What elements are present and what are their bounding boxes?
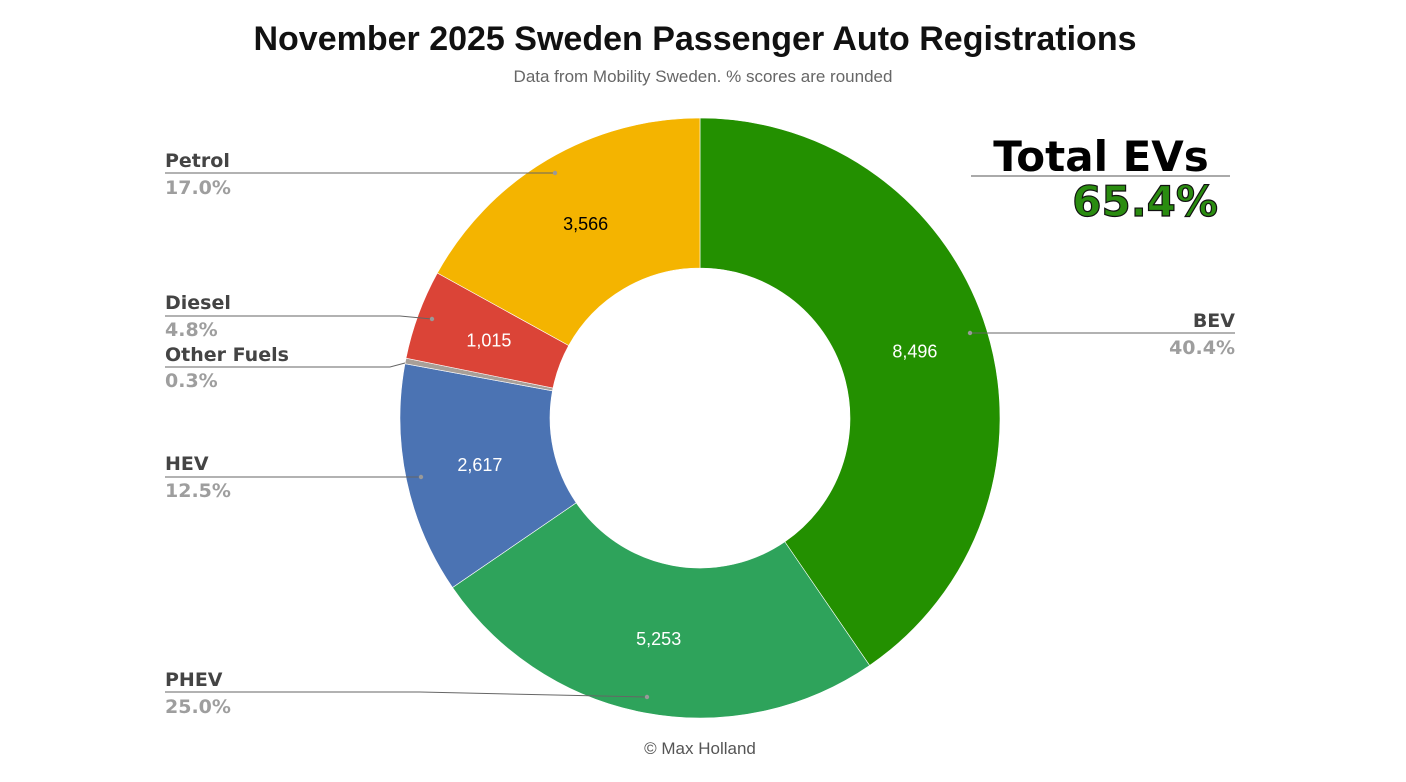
slice-bev xyxy=(699,117,1001,666)
leader-line-phev xyxy=(165,691,648,698)
label-pct-phev: 25.0% xyxy=(165,696,231,718)
leader-line-other xyxy=(165,362,406,368)
label-pct-diesel: 4.8% xyxy=(165,319,218,341)
leader-dot-petrol xyxy=(552,170,558,176)
value-label-petrol: 3,566 xyxy=(563,214,608,234)
leader-dot-phev xyxy=(644,694,650,700)
slice-phev xyxy=(452,502,871,719)
slice-petrol xyxy=(436,117,701,346)
leader-line-diesel xyxy=(165,315,433,320)
label-name-hev: HEV xyxy=(165,453,209,475)
label-name-bev: BEV xyxy=(1193,310,1235,332)
total-evs-value: 65.4% xyxy=(1072,177,1218,226)
leader-dot-bev xyxy=(967,330,973,336)
label-name-phev: PHEV xyxy=(165,669,223,691)
value-label-phev: 5,253 xyxy=(636,629,681,649)
value-label-diesel: 1,015 xyxy=(466,330,511,350)
total-evs-title: Total EVs xyxy=(993,132,1209,181)
chart-title: November 2025 Sweden Passenger Auto Regi… xyxy=(253,20,1137,58)
leader-dot-diesel xyxy=(429,316,435,322)
value-label-hev: 2,617 xyxy=(457,455,502,475)
chart-subtitle: Data from Mobility Sweden. % scores are … xyxy=(513,67,893,86)
label-name-other: Other Fuels xyxy=(165,344,289,366)
label-pct-hev: 12.5% xyxy=(165,480,231,502)
slice-hev xyxy=(399,363,577,588)
label-pct-petrol: 17.0% xyxy=(165,177,231,199)
leader-lines xyxy=(165,170,1235,700)
label-pct-bev: 40.4% xyxy=(1169,337,1235,359)
value-label-bev: 8,496 xyxy=(892,341,937,361)
credit: © Max Holland xyxy=(644,739,756,758)
label-name-petrol: Petrol xyxy=(165,150,230,172)
label-name-diesel: Diesel xyxy=(165,292,231,314)
label-pct-other: 0.3% xyxy=(165,370,218,392)
leader-dot-hev xyxy=(418,474,424,480)
